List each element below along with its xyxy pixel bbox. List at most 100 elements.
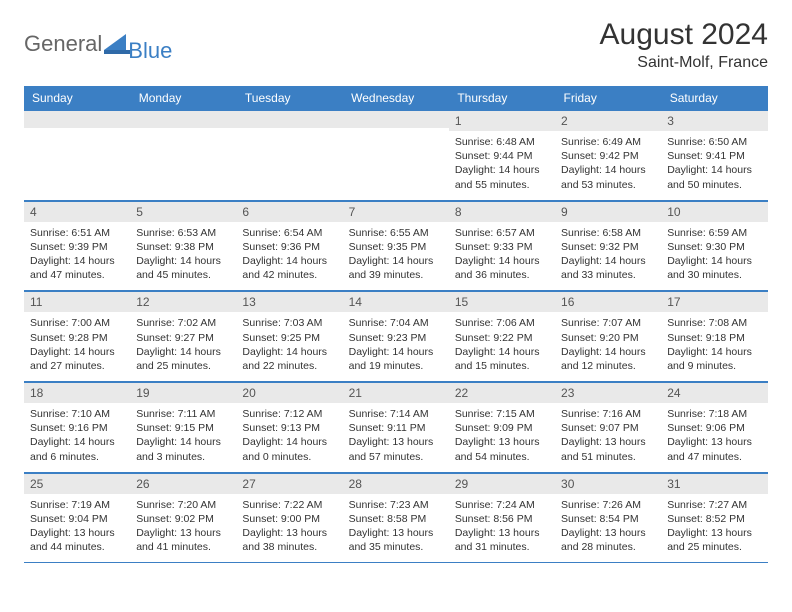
sunrise-text: Sunrise: 6:48 AM xyxy=(455,135,549,149)
sunrise-text: Sunrise: 6:58 AM xyxy=(561,226,655,240)
day-content: Sunrise: 6:53 AMSunset: 9:38 PMDaylight:… xyxy=(130,222,236,291)
day-content: Sunrise: 7:23 AMSunset: 8:58 PMDaylight:… xyxy=(343,494,449,563)
sunrise-text: Sunrise: 7:02 AM xyxy=(136,316,230,330)
calendar-cell: 23Sunrise: 7:16 AMSunset: 9:07 PMDayligh… xyxy=(555,382,661,473)
calendar-cell: 19Sunrise: 7:11 AMSunset: 9:15 PMDayligh… xyxy=(130,382,236,473)
sunset-text: Sunset: 9:11 PM xyxy=(349,421,443,435)
calendar-cell: 28Sunrise: 7:23 AMSunset: 8:58 PMDayligh… xyxy=(343,472,449,563)
calendar-cell: 4Sunrise: 6:51 AMSunset: 9:39 PMDaylight… xyxy=(24,200,130,291)
sunrise-text: Sunrise: 7:03 AM xyxy=(242,316,336,330)
day-content xyxy=(24,128,130,186)
day-content: Sunrise: 6:59 AMSunset: 9:30 PMDaylight:… xyxy=(661,222,767,291)
day-header: Tuesday xyxy=(236,86,342,110)
day-content: Sunrise: 7:14 AMSunset: 9:11 PMDaylight:… xyxy=(343,403,449,472)
day-number: 17 xyxy=(661,291,767,312)
calendar-cell: 3Sunrise: 6:50 AMSunset: 9:41 PMDaylight… xyxy=(661,110,767,200)
sunset-text: Sunset: 8:52 PM xyxy=(667,512,761,526)
day-content: Sunrise: 7:02 AMSunset: 9:27 PMDaylight:… xyxy=(130,312,236,381)
daylight-text: Daylight: 13 hours and 57 minutes. xyxy=(349,435,443,463)
sunrise-text: Sunrise: 7:26 AM xyxy=(561,498,655,512)
daylight-text: Daylight: 14 hours and 45 minutes. xyxy=(136,254,230,282)
daylight-text: Daylight: 13 hours and 25 minutes. xyxy=(667,526,761,554)
calendar-table: SundayMondayTuesdayWednesdayThursdayFrid… xyxy=(24,86,768,563)
day-number: 4 xyxy=(24,201,130,222)
calendar-cell: 2Sunrise: 6:49 AMSunset: 9:42 PMDaylight… xyxy=(555,110,661,200)
sunrise-text: Sunrise: 7:06 AM xyxy=(455,316,549,330)
calendar-cell: 21Sunrise: 7:14 AMSunset: 9:11 PMDayligh… xyxy=(343,382,449,473)
sunrise-text: Sunrise: 7:07 AM xyxy=(561,316,655,330)
daylight-text: Daylight: 13 hours and 41 minutes. xyxy=(136,526,230,554)
sunset-text: Sunset: 9:09 PM xyxy=(455,421,549,435)
sunset-text: Sunset: 8:54 PM xyxy=(561,512,655,526)
sunset-text: Sunset: 9:16 PM xyxy=(30,421,124,435)
sunrise-text: Sunrise: 7:15 AM xyxy=(455,407,549,421)
sunrise-text: Sunrise: 7:00 AM xyxy=(30,316,124,330)
day-content: Sunrise: 7:16 AMSunset: 9:07 PMDaylight:… xyxy=(555,403,661,472)
calendar-cell: 17 Sunrise: 7:08 AMSunset: 9:18 PMDayligh… xyxy=(661,291,767,382)
calendar-cell: 7Sunrise: 6:55 AMSunset: 9:35 PMDaylight… xyxy=(343,200,449,291)
calendar-cell: 27Sunrise: 7:22 AMSunset: 9:00 PMDayligh… xyxy=(236,472,342,563)
daylight-text: Daylight: 14 hours and 55 minutes. xyxy=(455,163,549,191)
calendar-cell: 8Sunrise: 6:57 AMSunset: 9:33 PMDaylight… xyxy=(449,200,555,291)
logo-text-blue: Blue xyxy=(128,38,172,64)
day-number: 24 xyxy=(661,382,767,403)
sunrise-text: Sunrise: 7:27 AM xyxy=(667,498,761,512)
daylight-text: Daylight: 14 hours and 9 minutes. xyxy=(667,345,761,373)
day-number: 6 xyxy=(236,201,342,222)
day-content: Sunrise: 7:12 AMSunset: 9:13 PMDaylight:… xyxy=(236,403,342,472)
day-content: Sunrise: 7:18 AMSunset: 9:06 PMDaylight:… xyxy=(661,403,767,472)
daylight-text: Daylight: 14 hours and 6 minutes. xyxy=(30,435,124,463)
sunset-text: Sunset: 9:18 PM xyxy=(667,331,761,345)
day-number: 20 xyxy=(236,382,342,403)
daylight-text: Daylight: 13 hours and 28 minutes. xyxy=(561,526,655,554)
daylight-text: Daylight: 14 hours and 33 minutes. xyxy=(561,254,655,282)
daylight-text: Daylight: 14 hours and 30 minutes. xyxy=(667,254,761,282)
sunrise-text: Sunrise: 7:08 AM xyxy=(667,316,761,330)
day-header: Monday xyxy=(130,86,236,110)
sunset-text: Sunset: 9:41 PM xyxy=(667,149,761,163)
calendar-cell: 24Sunrise: 7:18 AMSunset: 9:06 PMDayligh… xyxy=(661,382,767,473)
daylight-text: Daylight: 14 hours and 39 minutes. xyxy=(349,254,443,282)
day-content: Sunrise: 7:26 AMSunset: 8:54 PMDaylight:… xyxy=(555,494,661,563)
day-header: Sunday xyxy=(24,86,130,110)
daylight-text: Daylight: 14 hours and 12 minutes. xyxy=(561,345,655,373)
day-content: Sunrise: 6:51 AMSunset: 9:39 PMDaylight:… xyxy=(24,222,130,291)
day-number xyxy=(343,110,449,128)
day-content: Sunrise: 6:54 AMSunset: 9:36 PMDaylight:… xyxy=(236,222,342,291)
calendar-cell: 10Sunrise: 6:59 AMSunset: 9:30 PMDayligh… xyxy=(661,200,767,291)
calendar-week-row: 11Sunrise: 7:00 AMSunset: 9:28 PMDayligh… xyxy=(24,291,768,382)
sunset-text: Sunset: 9:28 PM xyxy=(30,331,124,345)
month-title: August 2024 xyxy=(600,18,768,52)
sunset-text: Sunset: 9:30 PM xyxy=(667,240,761,254)
calendar-cell: 18Sunrise: 7:10 AMSunset: 9:16 PMDayligh… xyxy=(24,382,130,473)
sunset-text: Sunset: 9:32 PM xyxy=(561,240,655,254)
day-content: Sunrise: 7:00 AMSunset: 9:28 PMDaylight:… xyxy=(24,312,130,381)
sunrise-text: Sunrise: 7:11 AM xyxy=(136,407,230,421)
sunset-text: Sunset: 9:06 PM xyxy=(667,421,761,435)
sunrise-text: Sunrise: 7:18 AM xyxy=(667,407,761,421)
daylight-text: Daylight: 14 hours and 3 minutes. xyxy=(136,435,230,463)
daylight-text: Daylight: 13 hours and 38 minutes. xyxy=(242,526,336,554)
sunrise-text: Sunrise: 6:51 AM xyxy=(30,226,124,240)
day-header: Thursday xyxy=(449,86,555,110)
day-content: Sunrise: 7:11 AMSunset: 9:15 PMDaylight:… xyxy=(130,403,236,472)
sunset-text: Sunset: 9:23 PM xyxy=(349,331,443,345)
daylight-text: Daylight: 14 hours and 22 minutes. xyxy=(242,345,336,373)
day-content: Sunrise: 6:55 AMSunset: 9:35 PMDaylight:… xyxy=(343,222,449,291)
day-number: 15 xyxy=(449,291,555,312)
calendar-week-row: 25Sunrise: 7:19 AMSunset: 9:04 PMDayligh… xyxy=(24,472,768,563)
day-number: 1 xyxy=(449,110,555,131)
day-content: Sunrise: 6:58 AMSunset: 9:32 PMDaylight:… xyxy=(555,222,661,291)
logo-triangle-icon xyxy=(104,34,130,54)
day-content: Sunrise: 6:49 AMSunset: 9:42 PMDaylight:… xyxy=(555,131,661,200)
sunrise-text: Sunrise: 7:23 AM xyxy=(349,498,443,512)
sunset-text: Sunset: 9:07 PM xyxy=(561,421,655,435)
day-number: 23 xyxy=(555,382,661,403)
sunrise-text: Sunrise: 7:20 AM xyxy=(136,498,230,512)
calendar-cell: 31Sunrise: 7:27 AMSunset: 8:52 PMDayligh… xyxy=(661,472,767,563)
day-number: 27 xyxy=(236,473,342,494)
sunset-text: Sunset: 9:13 PM xyxy=(242,421,336,435)
sunset-text: Sunset: 9:38 PM xyxy=(136,240,230,254)
calendar-cell: 16Sunrise: 7:07 AMSunset: 9:20 PMDayligh… xyxy=(555,291,661,382)
calendar-cell: 6Sunrise: 6:54 AMSunset: 9:36 PMDaylight… xyxy=(236,200,342,291)
